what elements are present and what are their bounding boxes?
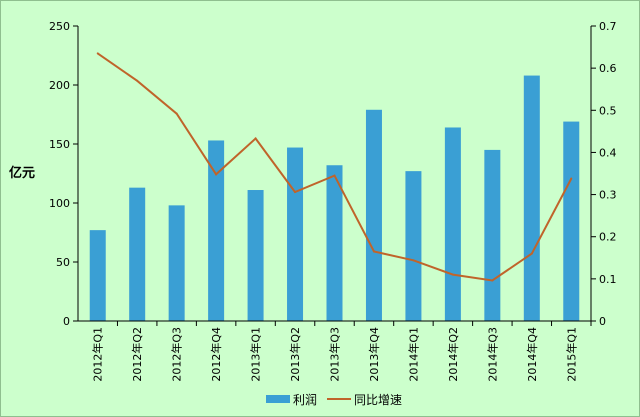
profit-bar [247, 190, 264, 321]
x-tick-label: 2014年Q3 [485, 327, 499, 382]
profit-bars [89, 75, 580, 321]
x-tick-label: 2012年Q1 [91, 327, 105, 382]
profit-bar [365, 109, 382, 321]
x-tick-label: 2013年Q1 [249, 327, 263, 382]
x-tick-label: 2012年Q3 [170, 327, 184, 382]
growth-point [333, 174, 336, 177]
profit-bar [326, 165, 343, 321]
left-tick-label: 250 [49, 20, 70, 33]
profit-bar [444, 127, 461, 321]
axes [77, 26, 592, 322]
growth-point [215, 173, 218, 176]
legend: 利润 同比增速 [266, 393, 402, 407]
growth-point [136, 79, 139, 82]
right-tick-label: 0.7 [599, 20, 617, 33]
x-axis-labels: 2012年Q1 2012年Q2 2012年Q3 2012年Q4 2013年Q1 2013年… [91, 321, 592, 382]
legend-swatch-profit [266, 395, 290, 403]
x-tick-label: 2012年Q4 [209, 327, 223, 382]
right-tick-label: 0.4 [599, 146, 617, 159]
left-tick-label: 50 [56, 256, 70, 269]
growth-point [530, 252, 533, 255]
profit-bar [89, 230, 106, 321]
right-axis-ticks: 0 0.1 0.2 0.3 0.4 0.5 0.6 0.7 [591, 20, 617, 328]
x-tick-label: 2015年Q1 [564, 327, 578, 382]
left-tick-label: 100 [49, 197, 70, 210]
growth-point [372, 250, 375, 253]
growth-point [294, 191, 297, 194]
right-tick-label: 0.1 [599, 273, 617, 286]
x-tick-label: 2013年Q2 [288, 327, 302, 382]
growth-point [96, 52, 99, 55]
profit-bar [563, 121, 580, 321]
right-tick-label: 0.3 [599, 189, 617, 202]
x-tick-label: 2012年Q2 [130, 327, 144, 382]
legend-label-profit: 利润 [293, 393, 317, 407]
growth-point [412, 259, 415, 262]
x-tick-label: 2014年Q4 [525, 327, 539, 382]
x-tick-label: 2013年Q3 [328, 327, 342, 382]
left-axis-ticks: 0 50 100 150 200 250 [49, 20, 78, 328]
x-tick-label: 2014年Q2 [446, 327, 460, 382]
growth-point [175, 112, 178, 115]
left-tick-label: 150 [49, 138, 70, 151]
profit-bar [523, 75, 540, 321]
growth-point [570, 177, 573, 180]
growth-line [96, 52, 573, 282]
y-axis-label: 亿元 [9, 165, 35, 181]
x-tick-label: 2013年Q4 [367, 327, 381, 382]
right-tick-label: 0.2 [599, 231, 617, 244]
left-tick-label: 0 [63, 315, 70, 328]
profit-bar [208, 140, 225, 321]
profit-bar [287, 147, 304, 321]
right-tick-label: 0.6 [599, 62, 617, 75]
growth-point [491, 279, 494, 282]
profit-bar [484, 149, 501, 321]
profit-bar [168, 205, 185, 321]
profit-bar [129, 187, 146, 321]
x-tick-label: 2014年Q1 [406, 327, 420, 382]
profit-bar [405, 171, 422, 321]
right-tick-label: 0 [599, 315, 606, 328]
growth-point [451, 273, 454, 276]
legend-label-growth: 同比增速 [354, 393, 402, 407]
left-tick-label: 200 [49, 79, 70, 92]
growth-point [254, 137, 257, 140]
right-tick-label: 0.5 [599, 104, 617, 117]
